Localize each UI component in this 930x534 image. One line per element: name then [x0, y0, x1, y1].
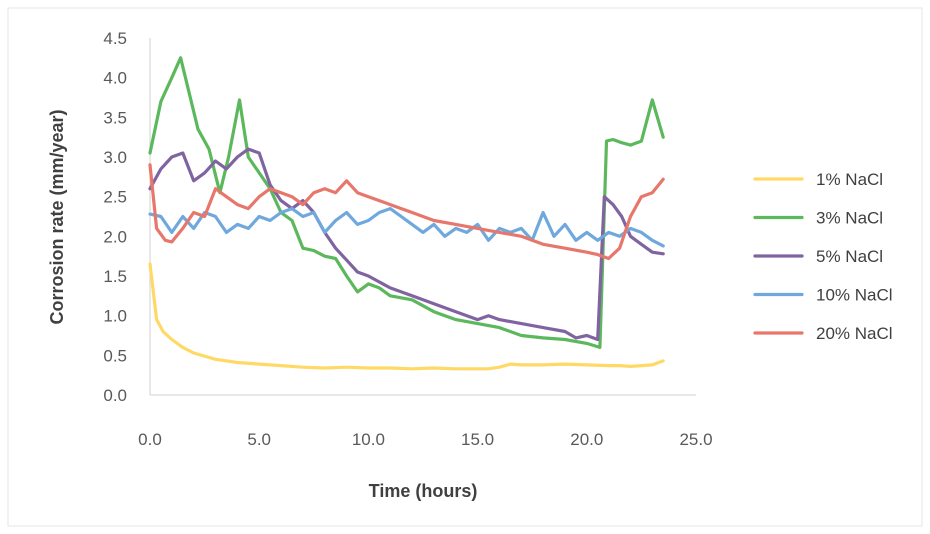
- y-tick-label: 4.5: [103, 29, 127, 48]
- y-tick-label: 3.5: [103, 108, 127, 127]
- x-axis-title: Time (hours): [369, 481, 478, 501]
- legend-label: 3% NaCl: [816, 209, 883, 228]
- y-axis-title: Corrosion rate (mm/year): [47, 109, 67, 324]
- series-lines: [148, 56, 665, 371]
- y-tick-label: 2.0: [103, 227, 127, 246]
- legend-item: 5% NaCl: [753, 247, 883, 266]
- series-line-0: [148, 262, 665, 371]
- legend: 1% NaCl 3% NaCl 5% NaCl 10% NaCl 20% NaCl: [753, 170, 893, 343]
- y-tick-label: 1.5: [103, 267, 127, 286]
- x-tick-label: 5.0: [247, 430, 271, 449]
- y-tick-label: 0.0: [103, 386, 127, 405]
- legend-label: 20% NaCl: [816, 324, 893, 343]
- y-tick-label: 1.0: [103, 307, 127, 326]
- x-tick-label: 25.0: [679, 430, 712, 449]
- x-tick-labels: 0.0 5.0 10.0 15.0 20.0 25.0: [138, 430, 712, 449]
- series-line-3: [148, 207, 665, 248]
- x-tick-label: 0.0: [138, 430, 162, 449]
- legend-item: 1% NaCl: [753, 170, 883, 189]
- legend-label: 10% NaCl: [816, 286, 893, 305]
- y-tick-label: 2.5: [103, 188, 127, 207]
- series-line-4: [148, 163, 665, 261]
- y-tick-labels: 0.0 0.5 1.0 1.5 2.0 2.5 3.0 3.5 4.0 4.5: [103, 29, 127, 405]
- legend-item: 3% NaCl: [753, 209, 883, 228]
- legend-item: 20% NaCl: [753, 324, 893, 343]
- x-tick-label: 20.0: [570, 430, 603, 449]
- axes: [149, 38, 696, 396]
- y-tick-label: 3.0: [103, 148, 127, 167]
- x-tick-label: 10.0: [352, 430, 385, 449]
- legend-label: 1% NaCl: [816, 170, 883, 189]
- y-tick-label: 0.5: [103, 346, 127, 365]
- chart-area-border: [7, 7, 923, 527]
- series-line-2: [148, 147, 665, 342]
- legend-item: 10% NaCl: [753, 286, 893, 305]
- legend-label: 5% NaCl: [816, 247, 883, 266]
- y-tick-label: 4.0: [103, 69, 127, 88]
- x-tick-label: 15.0: [461, 430, 494, 449]
